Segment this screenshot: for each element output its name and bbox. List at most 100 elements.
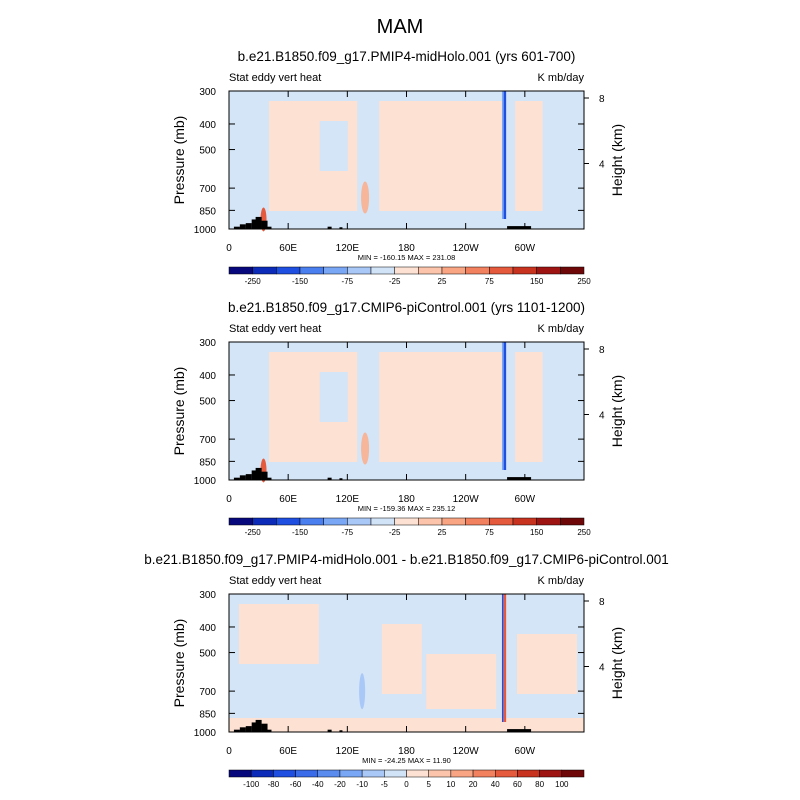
colorbar-swatch xyxy=(512,266,537,275)
colorbar-swatch xyxy=(418,517,443,526)
y-tick-label: 300 xyxy=(199,590,216,601)
colorbar-swatch xyxy=(536,517,561,526)
min-max-stats: MIN = -159.36 MAX = 235.12 xyxy=(358,504,456,513)
atlantic-band xyxy=(503,342,516,480)
colorbar-swatch xyxy=(512,517,537,526)
colorbar-label: -75 xyxy=(342,277,354,286)
y-axis-label: Pressure (mb) xyxy=(171,619,187,708)
panel-title: b.e21.B1850.f09_g17.PMIP4-midHolo.001 (y… xyxy=(238,49,576,64)
x-tick-label: 120W xyxy=(453,243,480,254)
colorbar-swatch xyxy=(276,266,301,275)
y-right-tick-label: 4 xyxy=(599,663,605,674)
topo-bar xyxy=(265,226,272,229)
colorbar-swatch xyxy=(489,266,514,275)
colorbar-swatch xyxy=(361,769,385,778)
x-tick-label: 180 xyxy=(398,746,415,757)
eastern-band xyxy=(542,342,585,480)
topo-bar xyxy=(239,727,246,732)
colorbar-swatch xyxy=(428,769,452,778)
colorbar-swatch xyxy=(441,266,466,275)
y-tick-label: 1000 xyxy=(194,225,217,236)
colorbar-swatch xyxy=(273,769,296,778)
contour-field xyxy=(229,594,584,732)
colorbar-label: 250 xyxy=(577,277,591,286)
warm-patch-2 xyxy=(381,624,422,694)
colorbar: -250 -150 -75 -25 25 75 150 250 xyxy=(228,517,591,537)
colorbar-swatch xyxy=(339,769,363,778)
colorbar-swatch xyxy=(394,266,419,275)
x-tick-label: 120W xyxy=(453,746,480,757)
topo-bar xyxy=(245,726,252,732)
y-tick-label: 700 xyxy=(199,435,216,446)
y-right-tick-label: 4 xyxy=(599,411,605,422)
dipole-line xyxy=(503,342,507,470)
topo-bar xyxy=(251,722,258,732)
eastern-band xyxy=(542,91,585,229)
colorbar-swatch xyxy=(228,517,253,526)
colorbar-swatch xyxy=(370,266,395,275)
topo-bar xyxy=(233,477,240,480)
panel-3: b.e21.B1850.f09_g17.PMIP4-midHolo.001 - … xyxy=(144,552,669,789)
topo-bar xyxy=(239,224,246,229)
colorbar-swatch xyxy=(495,769,518,778)
colorbar-swatch xyxy=(347,517,372,526)
topo-bar xyxy=(339,227,343,229)
colorbar-label: 80 xyxy=(535,780,544,789)
colorbar: -250 -150 -75 -25 25 75 150 250 xyxy=(228,266,591,286)
y-tick-label: 400 xyxy=(199,371,216,382)
topo-bar xyxy=(239,475,246,480)
colorbar-swatch xyxy=(317,769,341,778)
topo-bar xyxy=(507,226,532,229)
y-tick-label: 700 xyxy=(199,184,216,195)
x-tick-label: 120E xyxy=(336,243,360,254)
colorbar-label: 150 xyxy=(530,528,544,537)
topo-bar xyxy=(255,719,262,732)
x-tick-label: 180 xyxy=(398,494,415,505)
topo-bar xyxy=(265,477,272,480)
colorbar-swatch xyxy=(441,517,466,526)
figure-title: MAM xyxy=(377,16,424,38)
colorbar-swatch xyxy=(384,769,407,778)
y-axis-label: Pressure (mb) xyxy=(171,367,187,456)
colorbar-swatch xyxy=(418,266,443,275)
topo-bar xyxy=(327,477,332,480)
surface-layer xyxy=(229,211,584,229)
dipole-line xyxy=(503,91,507,219)
colorbar-swatch xyxy=(323,266,348,275)
colorbar-label: 25 xyxy=(438,528,447,537)
surface-layer xyxy=(229,718,584,732)
warm-core xyxy=(361,181,370,214)
colorbar-swatch xyxy=(323,517,348,526)
y-tick-label: 500 xyxy=(199,397,216,408)
panel-1: b.e21.B1850.f09_g17.PMIP4-midHolo.001 (y… xyxy=(171,49,625,286)
warm-patch-1 xyxy=(238,604,319,664)
topography xyxy=(233,467,532,480)
colorbar-label: -25 xyxy=(389,277,401,286)
x-tick-label: 0 xyxy=(226,494,232,505)
topo-bar xyxy=(255,467,262,480)
colorbar-swatch xyxy=(561,769,585,778)
topo-bar xyxy=(245,223,252,229)
y-right-tick-label: 4 xyxy=(599,160,605,171)
colorbar-swatch xyxy=(299,517,324,526)
x-tick-label: 60W xyxy=(515,243,536,254)
contour-field xyxy=(229,342,585,483)
topography xyxy=(233,216,532,229)
x-tick-label: 60W xyxy=(515,746,536,757)
panel-2: b.e21.B1850.f09_g17.CMIP6-piControl.001 … xyxy=(171,300,625,537)
min-max-stats: MIN = -160.15 MAX = 231.08 xyxy=(358,253,456,262)
colorbar-label: -10 xyxy=(356,780,368,789)
field-background xyxy=(229,91,584,229)
topo-bar xyxy=(507,729,532,732)
colorbar-label: -250 xyxy=(245,528,262,537)
colorbar-label: -60 xyxy=(290,780,302,789)
dipole-edge xyxy=(501,342,504,470)
colorbar-label: -40 xyxy=(312,780,324,789)
y-right-axis-label: Height (km) xyxy=(609,124,625,196)
colorbar-swatch xyxy=(406,769,429,778)
colorbar-swatch xyxy=(560,517,585,526)
field-background xyxy=(229,342,584,480)
topo-bar xyxy=(245,474,252,480)
colorbar-label: 60 xyxy=(513,780,522,789)
topo-bar xyxy=(261,220,268,229)
